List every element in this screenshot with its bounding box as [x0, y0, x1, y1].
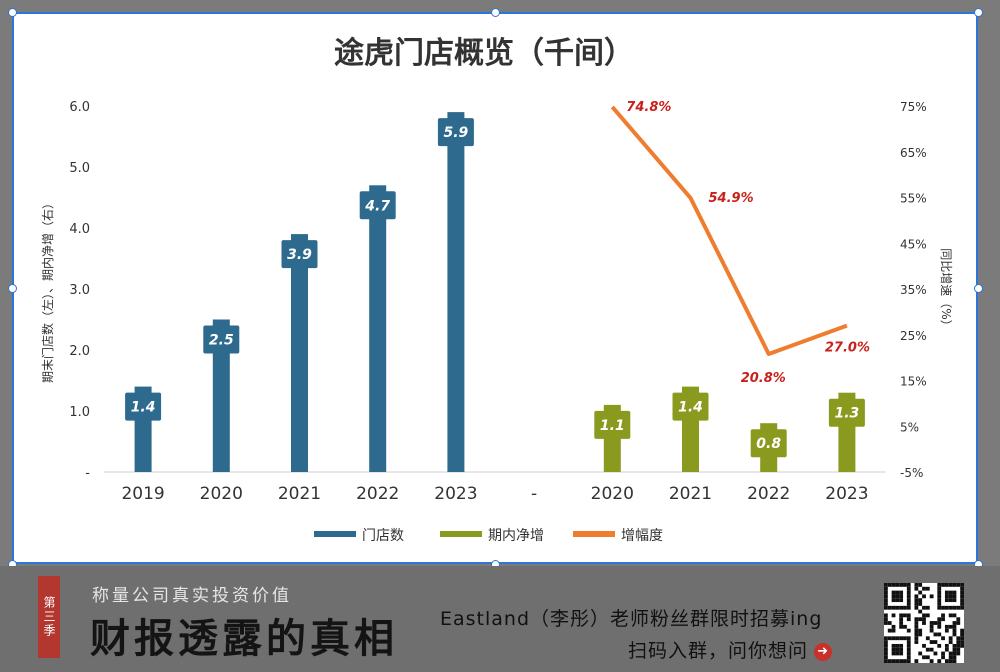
left-tick-label: 1.0 — [69, 405, 90, 420]
store-count-label: 4.7 — [364, 198, 390, 214]
resize-handle-tl[interactable] — [8, 8, 17, 17]
growth-label: 54.9% — [709, 191, 754, 206]
store-count-label: 3.9 — [287, 247, 312, 263]
left-tick-label: 2.0 — [69, 344, 90, 359]
x-tick-label: - — [531, 484, 537, 504]
store-count-bar-label-bg — [203, 325, 240, 354]
chart: 途虎门店概览（千间） - 1.0 2.0 3.0 4.0 5.0 6.0 -5% 5% 15% 25%… — [40, 36, 953, 544]
right-tick-label: 75% — [900, 100, 927, 114]
left-tick-label: - — [85, 466, 90, 481]
resize-handle-tm[interactable] — [491, 8, 500, 17]
footer-banner — [0, 566, 1000, 672]
x-tick-label: 2020 — [591, 484, 634, 504]
right-tick-label: 35% — [900, 283, 927, 297]
qr-code-icon[interactable] — [884, 583, 964, 663]
season-badge: 第三季 — [38, 576, 60, 658]
net-increase-label: 0.8 — [756, 436, 781, 452]
footer-main-title: 财报透露的真相 — [90, 615, 398, 662]
chart-title: 途虎门店概览（千间） — [334, 36, 634, 71]
growth-line — [610, 105, 848, 356]
right-tick-label: 65% — [900, 146, 927, 160]
x-tick-label: 2022 — [356, 484, 399, 504]
x-tick-label: 2021 — [669, 484, 712, 504]
store-count-label: 2.5 — [209, 333, 234, 349]
right-axis-label: 同比增速（%） — [939, 248, 953, 331]
store-count-bar — [447, 112, 465, 472]
store-count-label: 5.9 — [443, 125, 468, 141]
left-tick-label: 3.0 — [69, 283, 90, 298]
growth-label: 74.8% — [626, 100, 671, 115]
store-count-bar-label-bg — [125, 392, 162, 421]
x-tick-label: 2023 — [825, 484, 868, 504]
resize-handle-mr[interactable] — [974, 284, 983, 293]
legend-swatch — [440, 531, 482, 537]
x-tick-label: 2020 — [200, 484, 243, 504]
growth-label: 20.8% — [741, 371, 786, 386]
x-tick-label: 2019 — [121, 484, 164, 504]
legend-label: 期内净增 — [488, 528, 544, 544]
right-tick-label: 45% — [900, 237, 927, 251]
store-count-bar — [291, 234, 308, 472]
store-count-bar-label-bg — [359, 191, 396, 220]
net-increase-label: 1.4 — [678, 400, 703, 416]
store-count-bar-label-bg — [281, 240, 318, 269]
net-increase-bar-label-bg — [672, 392, 709, 421]
store-count-bar — [369, 185, 387, 473]
net-increase-bar-label-bg — [828, 398, 865, 427]
left-tick-label: 6.0 — [69, 100, 90, 115]
legend-swatch — [573, 531, 615, 537]
resize-handle-ml[interactable] — [8, 284, 17, 293]
x-tick-label: 2023 — [434, 484, 477, 504]
store-count-label: 1.4 — [131, 400, 156, 416]
legend-swatch — [314, 531, 356, 537]
x-tick-label: 2022 — [747, 484, 790, 504]
legend-label: 门店数 — [362, 528, 404, 544]
growth-label: 27.0% — [825, 341, 870, 356]
right-tick-label: 5% — [900, 420, 919, 434]
scan-line[interactable]: 扫码入群，问你想问 ➜ — [628, 636, 833, 663]
left-tick-label: 4.0 — [69, 222, 90, 237]
net-increase-label: 1.3 — [834, 406, 859, 422]
promo-text: Eastland（李彤）老师粉丝群限时招募ing — [440, 608, 823, 630]
store-count-bar-label-bg — [437, 118, 474, 147]
right-tick-label: 55% — [900, 192, 927, 206]
resize-handle-tr[interactable] — [974, 8, 983, 17]
legend-label: 增幅度 — [621, 528, 663, 544]
footer-subtitle: 称量公司真实投资价值 — [92, 586, 292, 606]
net-increase-bar-label-bg — [750, 429, 787, 458]
right-tick-label: 25% — [900, 329, 927, 343]
net-increase-bar-label-bg — [594, 410, 631, 439]
left-tick-label: 5.0 — [69, 161, 90, 176]
right-tick-label: -5% — [900, 466, 923, 480]
net-increase-label: 1.1 — [600, 418, 625, 434]
arrow-right-circle-icon[interactable]: ➜ — [814, 642, 833, 661]
x-tick-label: 2021 — [278, 484, 321, 504]
left-axis-label: 期末门店数（左）、期内净增（右） — [40, 197, 55, 383]
scan-text: 扫码入群，问你想问 — [628, 640, 809, 662]
right-tick-label: 15% — [900, 375, 927, 389]
store-count-bar — [212, 319, 230, 472]
